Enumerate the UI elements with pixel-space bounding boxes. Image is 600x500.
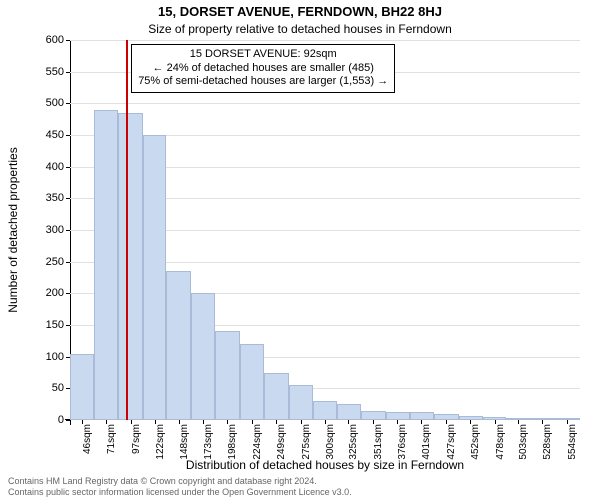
chart-title: 15, DORSET AVENUE, FERNDOWN, BH22 8HJ [0, 4, 600, 19]
y-axis-label: Number of detached properties [6, 40, 26, 420]
y-tick-label: 400 [46, 161, 64, 173]
y-tick-mark [66, 103, 70, 104]
histogram-bar [361, 411, 386, 421]
y-tick-mark [66, 135, 70, 136]
annotation-box: 15 DORSET AVENUE: 92sqm← 24% of detached… [131, 44, 395, 93]
footer-line-2: Contains public sector information licen… [8, 487, 352, 498]
y-tick-label: 550 [46, 66, 64, 78]
x-tick-label: 148sqm [179, 424, 190, 460]
x-tick-label: 528sqm [542, 424, 553, 460]
y-tick-label: 150 [46, 319, 64, 331]
x-tick-label: 351sqm [373, 424, 384, 460]
histogram-bar [166, 271, 191, 420]
x-tick-label: 401sqm [421, 424, 432, 460]
y-tick-label: 450 [46, 129, 64, 141]
y-tick-mark [66, 325, 70, 326]
annotation-line: 15 DORSET AVENUE: 92sqm [138, 48, 388, 62]
y-tick-mark [66, 420, 70, 421]
y-tick-label: 250 [46, 256, 64, 268]
footer-line-1: Contains HM Land Registry data © Crown c… [8, 476, 352, 487]
x-tick-label: 249sqm [276, 424, 287, 460]
x-tick-label: 198sqm [227, 424, 238, 460]
y-tick-label: 350 [46, 192, 64, 204]
y-tick-label: 500 [46, 97, 64, 109]
y-tick-mark [66, 72, 70, 73]
histogram-bar [94, 110, 118, 420]
histogram-bar [191, 293, 215, 420]
y-tick-label: 200 [46, 287, 64, 299]
y-tick-mark [66, 167, 70, 168]
x-tick-label: 46sqm [82, 424, 93, 454]
y-gridline [70, 103, 580, 104]
histogram-bar [289, 385, 313, 420]
footer-attribution: Contains HM Land Registry data © Crown c… [8, 476, 352, 498]
histogram-bar [240, 344, 264, 420]
y-tick-label: 600 [46, 34, 64, 46]
histogram-bar [386, 412, 410, 420]
x-tick-label: 478sqm [495, 424, 506, 460]
reference-line [126, 40, 128, 420]
y-tick-mark [66, 198, 70, 199]
y-tick-mark [66, 230, 70, 231]
y-tick-label: 100 [46, 351, 64, 363]
y-tick-mark [66, 262, 70, 263]
x-tick-label: 376sqm [397, 424, 408, 460]
y-tick-mark [66, 293, 70, 294]
histogram-bar [337, 404, 361, 420]
y-tick-label: 300 [46, 224, 64, 236]
y-tick-label: 0 [58, 414, 64, 426]
chart-plot-area: 05010015020025030035040045050055060046sq… [70, 40, 580, 420]
x-tick-label: 554sqm [567, 424, 578, 460]
histogram-bar [215, 331, 240, 420]
x-tick-label: 275sqm [301, 424, 312, 460]
y-tick-mark [66, 40, 70, 41]
annotation-line: 75% of semi-detached houses are larger (… [138, 75, 388, 89]
x-tick-label: 427sqm [446, 424, 457, 460]
histogram-bar [70, 354, 94, 421]
x-tick-label: 325sqm [348, 424, 359, 460]
x-axis-label: Distribution of detached houses by size … [70, 458, 580, 472]
x-tick-label: 300sqm [325, 424, 336, 460]
histogram-bar [410, 412, 434, 420]
histogram-bar [118, 113, 143, 420]
histogram-bar [313, 401, 338, 420]
chart-subtitle: Size of property relative to detached ho… [0, 22, 600, 36]
x-tick-label: 71sqm [106, 424, 117, 454]
x-tick-label: 173sqm [203, 424, 214, 460]
annotation-line: ← 24% of detached houses are smaller (48… [138, 62, 388, 76]
y-gridline [70, 40, 580, 41]
histogram-bar [143, 135, 167, 420]
x-tick-label: 503sqm [518, 424, 529, 460]
x-tick-label: 224sqm [252, 424, 263, 460]
histogram-bar [264, 373, 289, 421]
x-tick-label: 97sqm [131, 424, 142, 454]
x-tick-label: 452sqm [470, 424, 481, 460]
x-tick-label: 122sqm [155, 424, 166, 460]
y-tick-label: 50 [52, 382, 64, 394]
